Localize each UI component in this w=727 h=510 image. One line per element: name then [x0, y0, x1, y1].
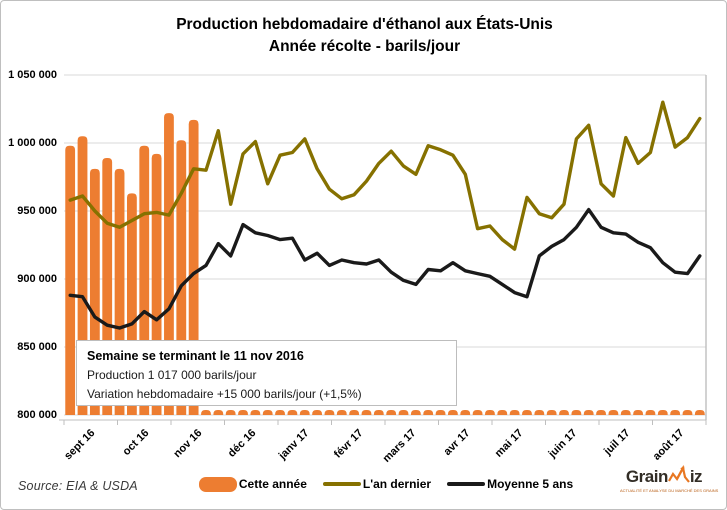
bar-cette-annee — [164, 113, 174, 415]
bar-stub-no-data — [250, 410, 261, 415]
logo-zigzag-icon — [667, 465, 690, 483]
bar-stub-no-data — [534, 410, 545, 415]
bar-stub-no-data — [324, 410, 335, 415]
y-tick-label: 1 050 000 — [8, 69, 57, 81]
legend-label: Cette année — [238, 477, 307, 491]
bar-stub-no-data — [509, 410, 520, 415]
y-tick-label: 800 000 — [17, 409, 57, 421]
y-tick-label: 850 000 — [17, 341, 57, 353]
bar-stub-no-data — [682, 410, 693, 415]
callout-weekly-change: Variation hebdomadaire +15 000 barils/jo… — [87, 387, 362, 401]
logo-text-grain: Grain — [625, 467, 668, 486]
line-moyenne-5-ans — [68, 207, 702, 330]
bar-stub-no-data — [201, 410, 211, 415]
bar-stub-no-data — [225, 410, 236, 415]
line-an-dernier — [68, 100, 702, 251]
bar-stub-no-data — [633, 410, 643, 415]
bar-stub-no-data — [275, 410, 285, 415]
bar-stub-no-data — [596, 410, 606, 415]
source-label: Source: EIA & USDA — [18, 479, 138, 493]
bar-stub-no-data — [657, 410, 668, 415]
logo-tagline: ACTUALITÉ ET ANALYSE DU MARCHÉ DES GRAIN… — [620, 488, 719, 493]
legend-line-swatch — [447, 482, 486, 486]
bar-cette-annee — [65, 145, 76, 415]
bar-stub-no-data — [386, 410, 397, 415]
logo-text-iz: iz — [689, 467, 703, 486]
bar-stub-no-data — [423, 410, 434, 415]
bar-stub-no-data — [497, 410, 508, 415]
y-tick-label: 950 000 — [17, 205, 57, 217]
bar-stub-no-data — [608, 410, 619, 415]
bar-stub-no-data — [349, 410, 360, 415]
y-tick-label: 900 000 — [17, 273, 57, 285]
bar-stub-no-data — [373, 410, 384, 415]
bar-stub-no-data — [571, 410, 582, 415]
callout-production: Production 1 017 000 barils/jour — [87, 368, 257, 382]
bar-stub-no-data — [460, 410, 471, 415]
bar-stub-no-data — [559, 410, 569, 415]
chart-title-line1: Production hebdomadaire d'éthanol aux Ét… — [176, 16, 553, 33]
bar-stub-no-data — [398, 410, 409, 415]
y-tick-label: 1 000 000 — [8, 137, 57, 149]
bar-stub-no-data — [410, 410, 421, 415]
bar-stub-no-data — [361, 410, 372, 415]
chart-title: Production hebdomadaire d'éthanol aux Ét… — [1, 14, 726, 58]
bar-stub-no-data — [546, 410, 557, 415]
legend-line-swatch — [322, 482, 361, 486]
bar-stub-no-data — [287, 410, 298, 415]
bar-stub-no-data — [670, 410, 681, 415]
bar-stub-no-data — [694, 410, 705, 415]
bar-stub-no-data — [336, 410, 347, 415]
chart-legend: Cette année L'an dernier Moyenne 5 ans — [151, 472, 621, 496]
bar-stub-no-data — [213, 410, 224, 415]
bar-stub-no-data — [620, 410, 631, 415]
bar-stub-no-data — [448, 410, 458, 415]
bar-stub-no-data — [645, 410, 656, 415]
bar-stub-no-data — [262, 410, 273, 415]
chart-title-line2: Année récolte - barils/jour — [268, 38, 461, 55]
bar-stub-no-data — [583, 410, 594, 415]
bar-stub-no-data — [472, 410, 483, 415]
grainwiz-logo: Grain iz ACTUALITÉ ET ANALYSE DU MARCHÉ … — [618, 465, 719, 493]
callout-week-ending: Semaine se terminant le 11 nov 2016 — [87, 349, 304, 363]
bar-stub-no-data — [299, 410, 310, 415]
callout-box: Semaine se terminant le 11 nov 2016 Prod… — [76, 340, 457, 406]
legend-item: L'an dernier — [322, 477, 432, 491]
legend-item: Cette année — [198, 476, 307, 492]
bar-stub-no-data — [485, 410, 495, 415]
bar-stub-no-data — [238, 410, 248, 415]
legend-label: Moyenne 5 ans — [487, 477, 574, 491]
legend-item: Moyenne 5 ans — [447, 477, 573, 491]
bar-stub-no-data — [522, 410, 532, 415]
bar-stub-no-data — [312, 410, 322, 415]
bar-stub-no-data — [435, 410, 446, 415]
legend-label: L'an dernier — [362, 477, 432, 491]
legend-bar-swatch — [198, 476, 237, 492]
